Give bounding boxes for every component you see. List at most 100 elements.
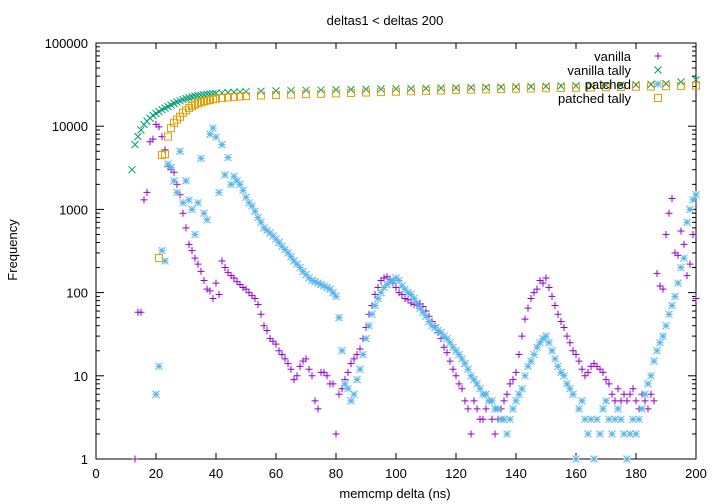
data-point [587,415,595,424]
data-point [464,365,472,374]
data-point [185,196,193,204]
data-point [332,89,340,98]
data-point [413,299,421,307]
data-point [626,390,634,398]
series-3 [155,81,700,263]
data-point [209,294,217,302]
data-point [593,362,601,370]
data-point [557,82,565,90]
data-point [599,405,607,413]
data-point [302,355,310,363]
data-point [242,92,250,101]
data-point [569,347,577,355]
data-point [503,390,511,398]
data-point [128,165,136,174]
data-point [407,299,415,307]
data-point [410,294,418,303]
data-point [248,292,256,300]
data-point [527,357,535,366]
data-point [680,254,688,262]
data-point [257,91,265,100]
data-point [617,397,625,405]
data-point [203,215,211,224]
data-point [602,81,610,90]
data-point [512,82,520,91]
data-point [290,376,298,384]
data-point [662,321,670,330]
data-point [641,397,649,405]
data-point [563,380,571,388]
data-point [461,359,469,368]
data-point [311,397,319,405]
data-point [680,240,688,248]
data-point [455,350,463,359]
data-point [371,290,379,298]
data-point [662,79,670,88]
x-tick-label: 20 [149,466,163,481]
legend-marker [654,66,662,74]
data-point [494,405,502,413]
data-point [590,455,598,463]
data-point [500,415,508,424]
data-point [527,82,535,91]
data-point [362,334,370,343]
data-point [461,397,469,405]
data-point [653,269,661,277]
data-point [503,430,511,438]
data-point [254,300,262,308]
data-point [515,351,523,359]
data-point [275,347,283,355]
data-point [647,80,655,89]
data-point [182,224,190,232]
data-point [473,405,481,413]
x-tick-label: 200 [685,466,707,481]
data-point [545,284,553,292]
data-point [557,83,565,92]
data-point [176,147,184,156]
data-point [218,140,226,149]
data-point [455,380,463,388]
data-point [224,93,232,102]
data-point [470,397,478,405]
data-point [608,390,616,398]
y-tick-label: 10000 [52,119,88,134]
data-point [689,230,697,238]
data-point [443,349,451,357]
data-point [260,322,268,330]
data-point [284,360,292,368]
data-point [536,338,544,347]
data-point [488,396,496,405]
data-point [164,132,172,141]
data-point [518,332,526,340]
data-point [665,209,673,217]
data-point [518,384,526,393]
data-point [452,372,460,380]
data-point [143,188,151,196]
legend-label: vanilla [594,49,632,64]
data-point [335,390,343,398]
data-point [374,294,382,303]
data-point [257,87,265,96]
data-point [491,430,499,438]
legend-marker [654,80,662,88]
data-point [533,343,541,352]
data-point [452,346,460,355]
data-point [200,276,208,284]
data-point [329,288,337,297]
data-point [512,368,520,376]
data-point [551,301,559,309]
data-point [275,238,283,247]
data-point [566,384,574,393]
data-point [272,91,280,100]
data-point [470,375,478,384]
data-point [623,397,631,405]
data-point [161,257,169,265]
data-point [245,289,253,297]
data-point [434,326,442,335]
data-point [227,180,235,189]
data-point [356,365,364,374]
data-point [656,338,664,347]
data-point [152,390,160,399]
data-point [131,455,139,463]
